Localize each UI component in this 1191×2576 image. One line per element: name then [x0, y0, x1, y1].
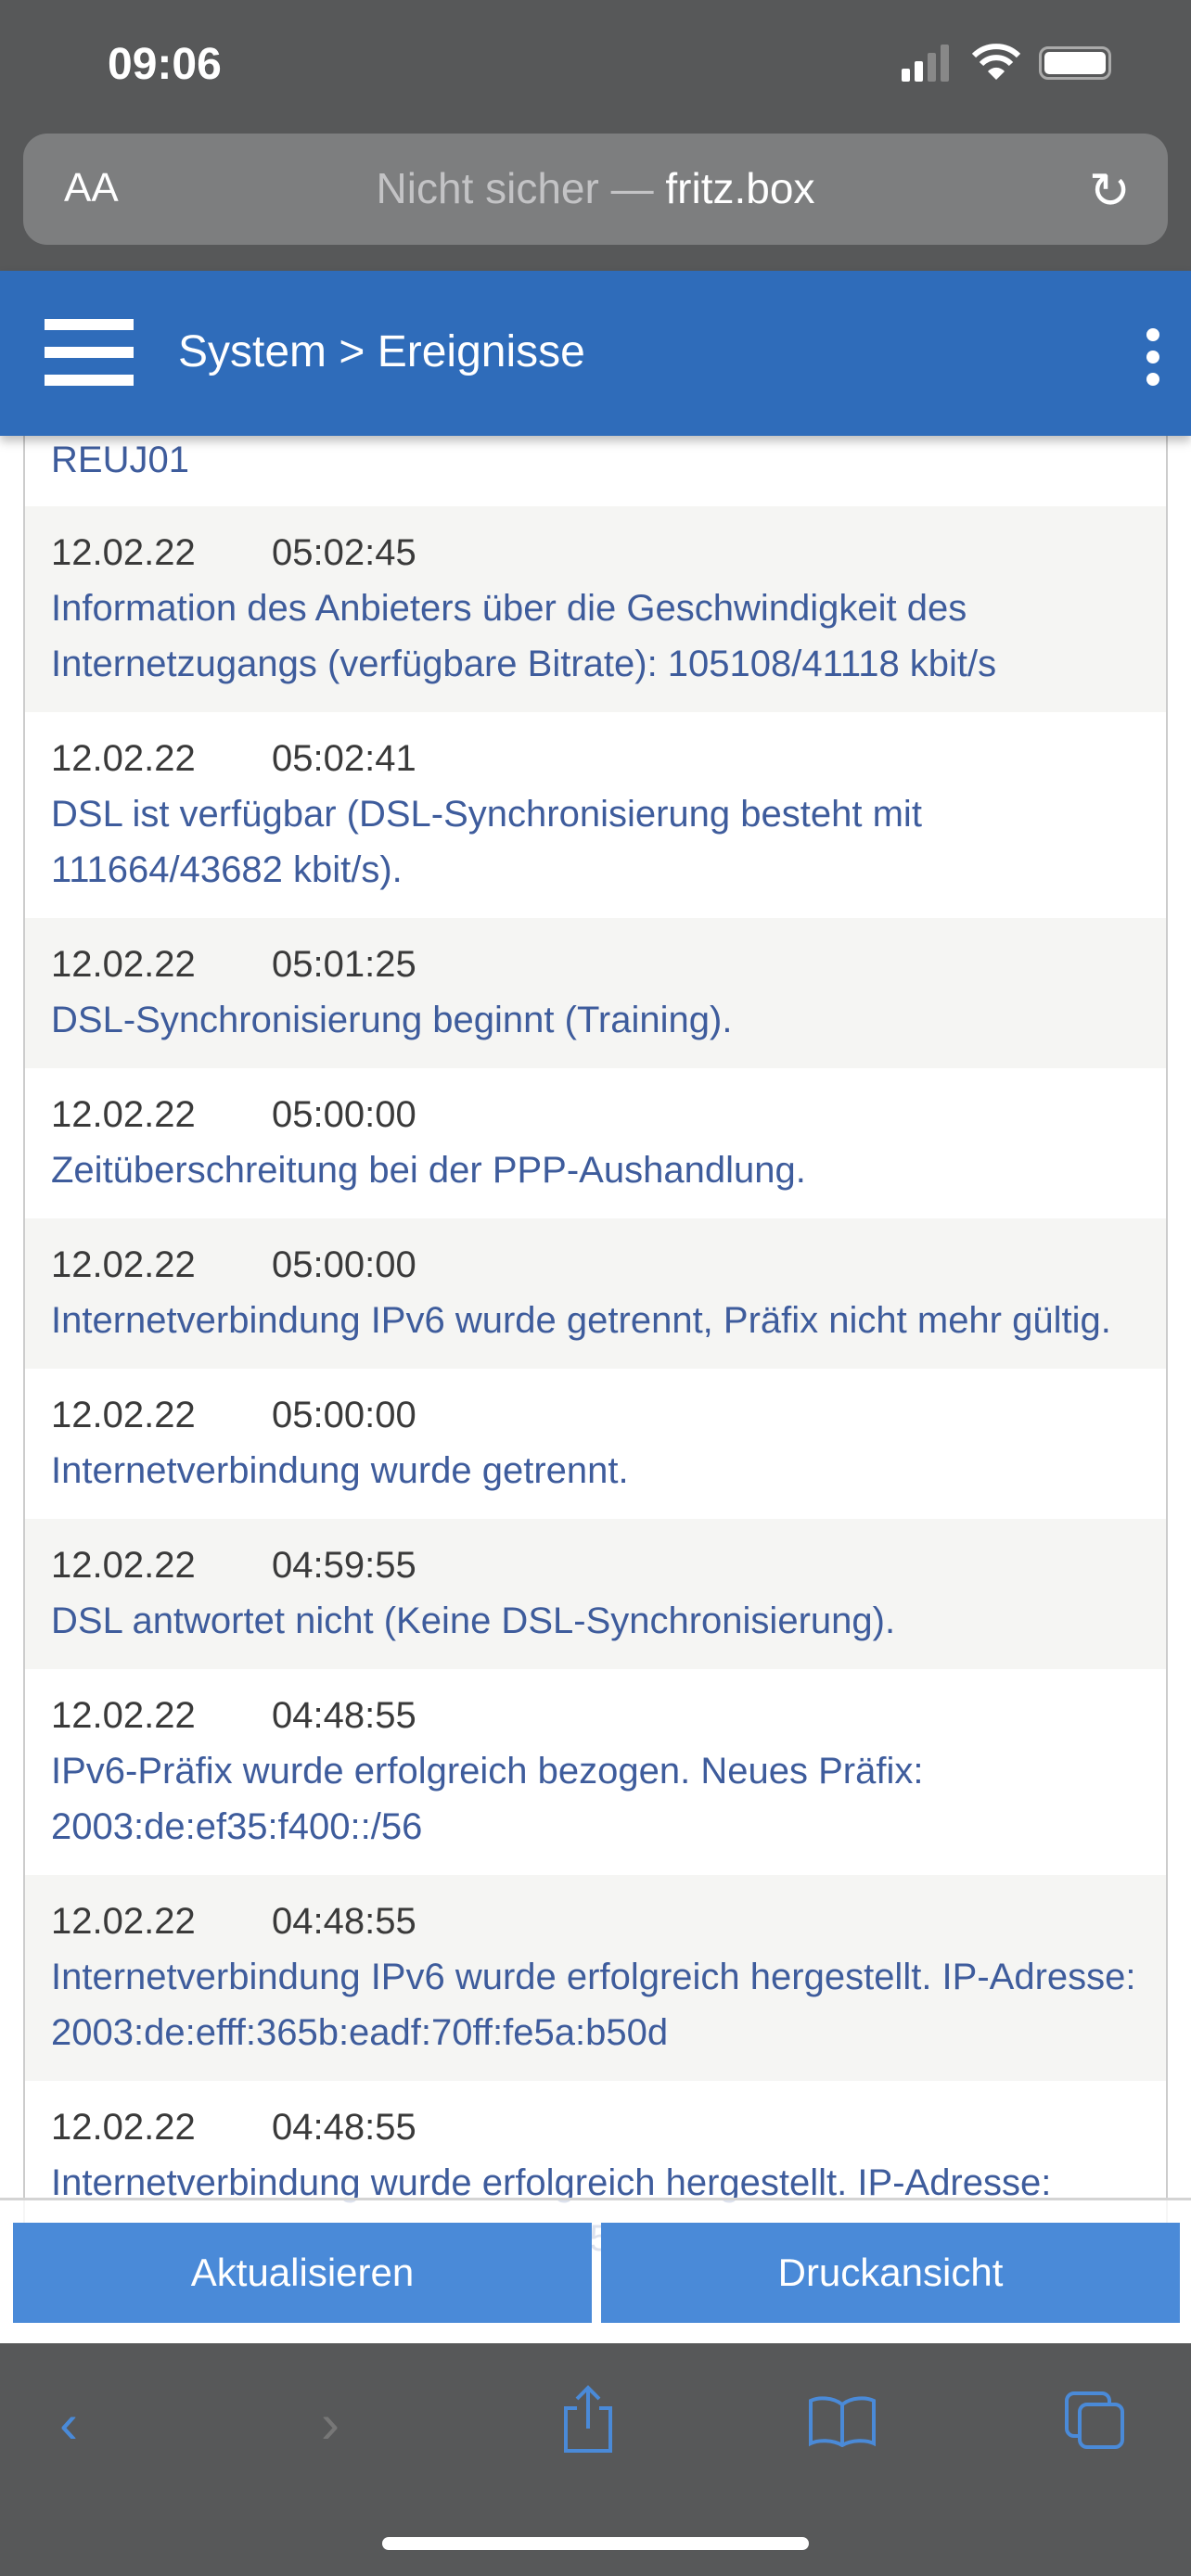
app-header: System > Ereignisse [0, 271, 1191, 436]
address-bar[interactable]: AA Nicht sicher — fritz.box ↻ [23, 134, 1168, 245]
forward-icon[interactable]: › [321, 2392, 339, 2455]
event-datetime: 12.02.22 04:48:55 [51, 1688, 1140, 1743]
event-message: IPv6-Präfix wurde erfolgreich bezogen. N… [51, 1751, 924, 1847]
event-message: Internetverbindung IPv6 wurde erfolgreic… [51, 1957, 1136, 2053]
event-time: 05:00:00 [272, 1244, 416, 1285]
event-time: 04:48:55 [272, 1695, 416, 1736]
event-message: DSL antwortet nicht (Keine DSL-Synchroni… [51, 1600, 896, 1641]
event-date: 12.02.22 [51, 532, 196, 573]
event-list: REUJ01 12.02.22 05:02:45 Information des A… [23, 436, 1168, 2287]
event-datetime: 12.02.22 05:00:00 [51, 1087, 1140, 1142]
event-time: 05:01:25 [272, 944, 416, 985]
event-time: 04:48:55 [272, 2107, 416, 2148]
back-icon[interactable]: ‹ [59, 2392, 78, 2455]
event-row: 12.02.22 04:48:55 IPv6-Präfix wurde erfolg… [25, 1669, 1166, 1875]
breadcrumb: System > Ereignisse [178, 327, 585, 376]
event-datetime: 12.02.22 04:59:55 [51, 1537, 1140, 1593]
event-time: 05:00:00 [272, 1094, 416, 1135]
event-date: 12.02.22 [51, 2107, 196, 2148]
action-bar: Aktualisieren Druckansicht [0, 2198, 1191, 2343]
event-datetime: 12.02.22 05:00:00 [51, 1237, 1140, 1293]
battery-icon [1039, 46, 1111, 80]
event-date: 12.02.22 [51, 738, 196, 779]
event-message: Information des Anbieters über die Gesch… [51, 588, 997, 684]
event-time: 05:02:41 [272, 738, 416, 779]
event-date: 12.02.22 [51, 1094, 196, 1135]
reload-icon[interactable]: ↻ [1088, 163, 1131, 219]
event-date: 12.02.22 [51, 1901, 196, 1942]
event-row: 12.02.22 05:00:00 Zeitüberschreitung bei d… [25, 1068, 1166, 1218]
event-row: 12.02.22 05:02:41 DSL ist verfügbar (DSL-S… [25, 712, 1166, 918]
bookmarks-icon[interactable] [807, 2395, 877, 2447]
event-message: Zeitüberschreitung bei der PPP-Aushandlu… [51, 1150, 806, 1191]
event-message: DSL ist verfügbar (DSL-Synchronisierung … [51, 794, 922, 890]
event-time: 05:00:00 [272, 1395, 416, 1435]
event-date: 12.02.22 [51, 1395, 196, 1435]
event-row-partial: REUJ01 [51, 440, 189, 480]
event-row: 12.02.22 05:01:25 DSL-Synchronisierung beg… [25, 918, 1166, 1068]
more-options-icon[interactable] [1146, 328, 1159, 395]
event-datetime: 12.02.22 04:48:55 [51, 1894, 1140, 1949]
event-message: Internetverbindung wurde getrennt. [51, 1450, 629, 1491]
event-row: 12.02.22 04:48:55 Internetverbindung IPv6 … [25, 1875, 1166, 2081]
clock: 09:06 [108, 40, 222, 89]
event-time: 04:59:55 [272, 1545, 416, 1586]
home-indicator [382, 2537, 809, 2550]
event-message: Internetverbindung IPv6 wurde getrennt, … [51, 1300, 1111, 1341]
url-text[interactable]: Nicht sicher — fritz.box [376, 164, 815, 212]
wifi-icon [972, 44, 1020, 80]
event-datetime: 12.02.22 05:02:41 [51, 731, 1140, 786]
refresh-button[interactable]: Aktualisieren [13, 2223, 592, 2323]
event-date: 12.02.22 [51, 1695, 196, 1736]
cellular-signal-icon [902, 45, 949, 82]
event-datetime: 12.02.22 04:48:55 [51, 2099, 1140, 2155]
event-datetime: 12.02.22 05:01:25 [51, 937, 1140, 992]
event-time: 04:48:55 [272, 1901, 416, 1942]
event-time: 05:02:45 [272, 532, 416, 573]
tabs-icon[interactable] [1063, 2390, 1126, 2451]
share-icon[interactable] [560, 2384, 616, 2455]
event-row: 12.02.22 05:00:00 Internetverbindung wurde… [25, 1369, 1166, 1519]
event-date: 12.02.22 [51, 1244, 196, 1285]
print-view-button[interactable]: Druckansicht [601, 2223, 1180, 2323]
menu-icon[interactable] [45, 319, 134, 386]
event-datetime: 12.02.22 05:00:00 [51, 1387, 1140, 1443]
reader-settings-button[interactable]: AA [64, 165, 119, 210]
event-date: 12.02.22 [51, 944, 196, 985]
event-row: 12.02.22 04:59:55 DSL antwortet nicht (Kei… [25, 1519, 1166, 1669]
event-date: 12.02.22 [51, 1545, 196, 1586]
status-bar: 09:06 AA Nicht sicher — fritz.box ↻ [0, 0, 1191, 271]
event-row: 12.02.22 05:00:00 Internetverbindung IPv6 … [25, 1218, 1166, 1369]
event-row: 12.02.22 05:02:45 Information des Anbieter… [25, 506, 1166, 712]
event-datetime: 12.02.22 05:02:45 [51, 525, 1140, 580]
event-message: DSL-Synchronisierung beginnt (Training). [51, 1000, 733, 1040]
